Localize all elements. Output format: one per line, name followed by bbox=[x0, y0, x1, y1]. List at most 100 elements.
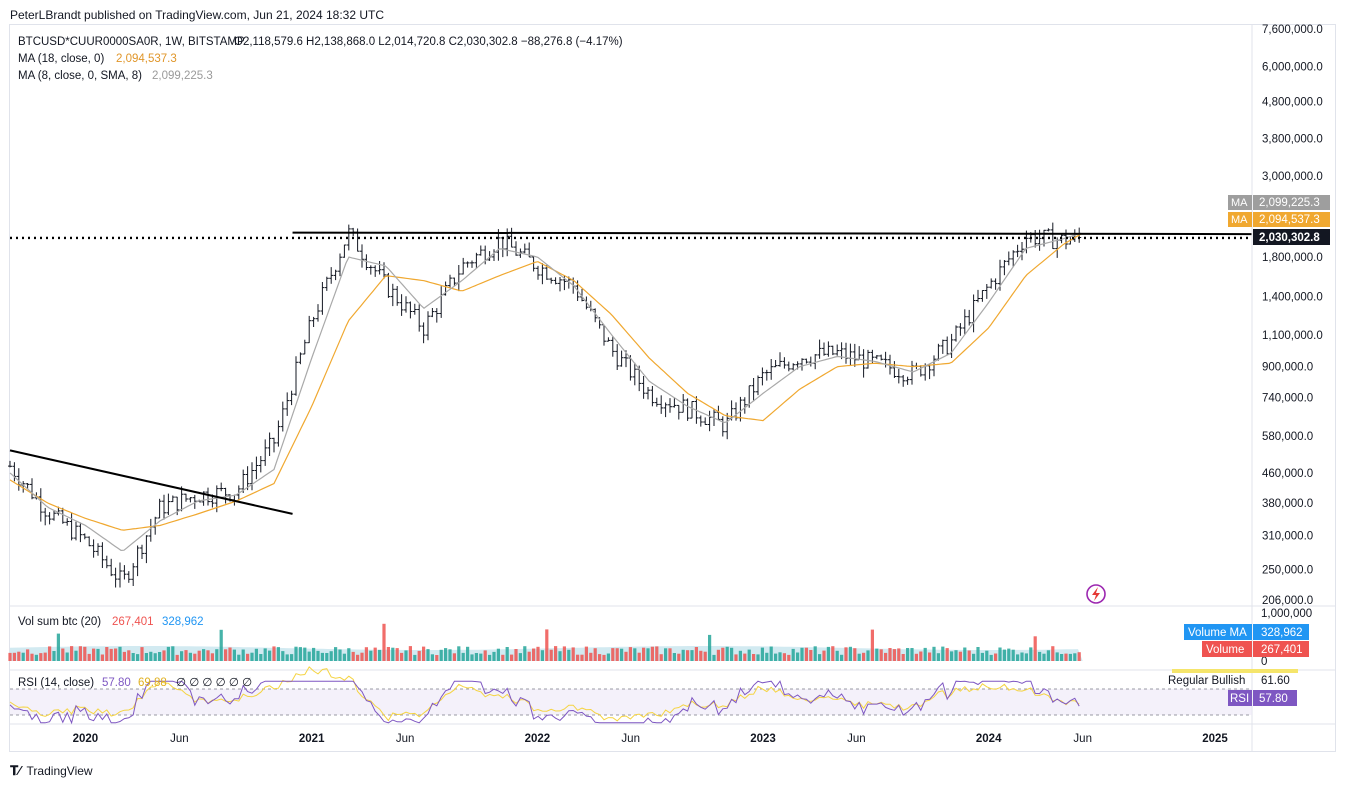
ohlc-bar bbox=[184, 493, 188, 502]
ohlc-bar bbox=[452, 277, 457, 287]
ohlc-bar bbox=[822, 342, 826, 356]
ohlc-bar bbox=[707, 410, 712, 432]
volume-ma-badge-label: Volume MA bbox=[1188, 627, 1247, 639]
rsi-extras: ∅ ∅ ∅ ∅ ∅ ∅ bbox=[176, 677, 252, 689]
volume-bar bbox=[109, 648, 113, 661]
ohlc-bar bbox=[976, 289, 980, 303]
ohlc-bar bbox=[892, 361, 897, 378]
volume-bar bbox=[510, 654, 514, 661]
ohlc-bar bbox=[756, 375, 760, 396]
volume-bars bbox=[8, 623, 1083, 661]
price-axis[interactable]: 7,600,000.0 6,000,000.0 4,800,000.0 3,800,0… bbox=[1262, 24, 1323, 607]
rsi-band bbox=[10, 689, 1252, 715]
volume-bar bbox=[17, 651, 21, 661]
volume-bar bbox=[923, 647, 927, 661]
ohlc-bar bbox=[1020, 242, 1024, 261]
ohlc-bar bbox=[100, 542, 105, 568]
bolt-icon[interactable] bbox=[1086, 584, 1106, 604]
volume-bar bbox=[994, 653, 998, 661]
time-tick-label: 2024 bbox=[976, 733, 1002, 745]
trendline[interactable] bbox=[292, 231, 1252, 236]
volume-bar bbox=[1046, 650, 1050, 661]
ohlc-bar bbox=[338, 253, 342, 277]
ohlc-bar bbox=[329, 267, 334, 284]
volume-bar bbox=[1060, 654, 1064, 661]
volume-bar bbox=[285, 654, 289, 661]
last-price-badge-bg bbox=[1253, 229, 1330, 245]
volume-bar bbox=[602, 654, 606, 661]
trendline[interactable] bbox=[9, 449, 293, 515]
volume-bar bbox=[466, 646, 470, 661]
ohlc-bar bbox=[896, 368, 901, 384]
ohlc-bar bbox=[593, 308, 598, 323]
ohlc-bar bbox=[742, 397, 747, 414]
volume-bar bbox=[527, 651, 531, 661]
ohlc-bar bbox=[808, 356, 813, 367]
volume-bar bbox=[932, 646, 936, 661]
ohlc-bar bbox=[698, 415, 703, 427]
volume-bar bbox=[457, 646, 461, 661]
ohlc-bar bbox=[126, 571, 131, 583]
volume-bar bbox=[1033, 636, 1037, 661]
volume-bar bbox=[655, 646, 659, 661]
volume-bar bbox=[756, 654, 760, 661]
chart-frame[interactable] bbox=[9, 24, 1336, 752]
volume-bar bbox=[228, 647, 232, 661]
volume-badge-label-bg bbox=[1202, 641, 1252, 657]
ohlc-bar bbox=[619, 350, 624, 367]
volume-bar bbox=[862, 652, 866, 661]
volume-ma-badge-label-bg bbox=[1184, 624, 1252, 640]
volume-bar bbox=[202, 649, 206, 661]
volume-bar bbox=[338, 649, 342, 661]
volume-bar bbox=[356, 654, 360, 661]
ohlc-bar bbox=[936, 343, 941, 361]
volume-bar bbox=[703, 651, 707, 661]
ohlc-bar bbox=[993, 278, 998, 290]
ohlc-bar bbox=[390, 283, 395, 307]
volume-bar bbox=[232, 649, 236, 661]
time-tick-label: Jun bbox=[1073, 733, 1092, 745]
ohlc-bar bbox=[989, 278, 994, 289]
ohlc-bar bbox=[170, 495, 175, 503]
ohlc-bar bbox=[448, 274, 452, 288]
ohlc-bar bbox=[500, 237, 505, 258]
rsi-value-b: 69.88 bbox=[138, 677, 167, 689]
time-tick-label: 2025 bbox=[1202, 733, 1228, 745]
ma8-badge-value: 2,099,225.3 bbox=[1259, 197, 1320, 209]
ohlc-bar bbox=[82, 533, 87, 540]
footer[interactable]: 𝐓⁄ TradingView bbox=[10, 762, 93, 780]
volume-bar bbox=[34, 654, 38, 661]
volume-bar bbox=[48, 646, 52, 661]
ohlc-bar bbox=[78, 522, 83, 543]
price-tick-label: 250,000.0 bbox=[1262, 564, 1313, 576]
time-tick-label: Jun bbox=[621, 733, 640, 745]
volume-bar bbox=[105, 647, 109, 661]
volume-bar bbox=[646, 648, 650, 661]
volume-bar bbox=[158, 652, 162, 661]
ohlc-bar bbox=[549, 277, 554, 284]
volume-bar bbox=[250, 652, 254, 661]
volume-bar bbox=[162, 650, 166, 661]
volume-bar bbox=[386, 647, 390, 661]
ohlc-bar bbox=[311, 316, 316, 327]
volume-bar bbox=[857, 653, 861, 661]
volume-bar bbox=[246, 653, 250, 661]
volume-bar bbox=[976, 647, 980, 661]
ohlc-bar bbox=[74, 521, 78, 541]
volume-bar bbox=[611, 648, 615, 661]
time-axis[interactable]: 2020 Jun 2021 Jun 2022 Jun 2023 Jun 2024 Jun 2025 bbox=[73, 733, 1229, 745]
ohlc-bar bbox=[38, 488, 43, 522]
volume-bar bbox=[778, 652, 782, 661]
time-tick-label: Jun bbox=[170, 733, 189, 745]
volume-bar bbox=[78, 646, 82, 661]
ohlc-bar bbox=[509, 227, 514, 248]
volume-badge-label: Volume bbox=[1206, 644, 1244, 656]
ohlc-bar bbox=[632, 362, 637, 386]
trendlines[interactable] bbox=[9, 231, 1252, 515]
ohlc-bar bbox=[676, 404, 681, 420]
ohlc-bar bbox=[140, 544, 144, 559]
ma18-badge-bg bbox=[1253, 212, 1330, 227]
price-tick-label: 6,000,000.0 bbox=[1262, 61, 1323, 73]
volume-bar bbox=[712, 654, 716, 661]
